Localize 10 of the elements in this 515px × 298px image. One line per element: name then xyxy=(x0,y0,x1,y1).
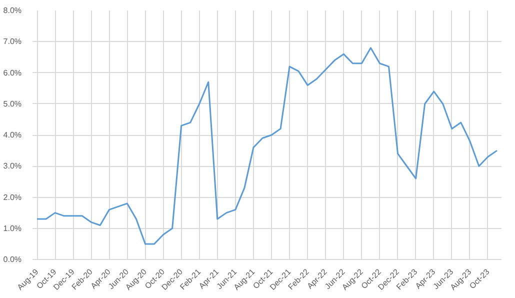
y-tick-label: 0.0% xyxy=(3,255,22,264)
y-tick-label: 5.0% xyxy=(3,99,22,108)
y-tick-label: 6.0% xyxy=(3,68,22,78)
y-tick-label: 7.0% xyxy=(3,37,22,46)
y-tick-label: 3.0% xyxy=(3,162,22,171)
y-tick-label: 4.0% xyxy=(3,130,22,140)
y-tick-label: 8.0% xyxy=(3,6,22,15)
y-tick-label: 2.0% xyxy=(3,192,22,202)
line-series xyxy=(36,47,498,245)
y-tick-label: 1.0% xyxy=(3,224,22,233)
